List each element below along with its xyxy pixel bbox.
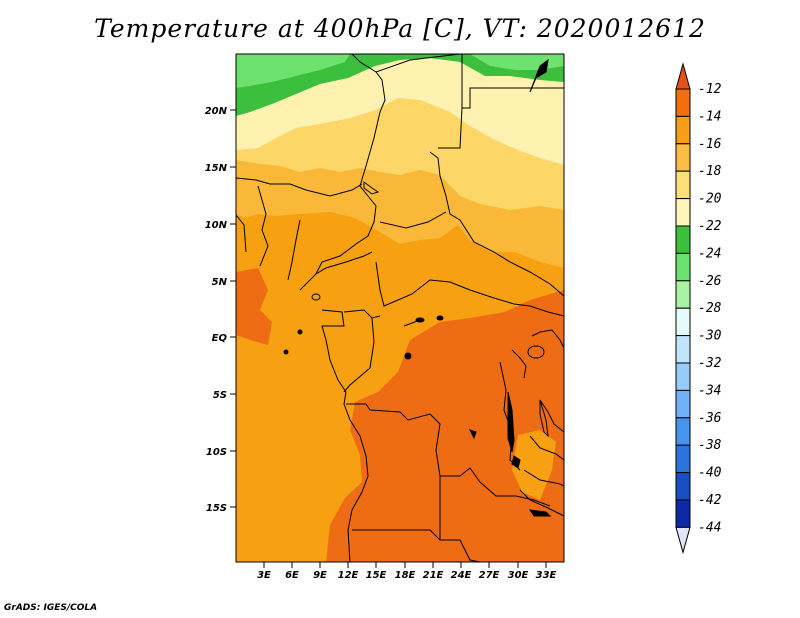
band-minus12-south bbox=[326, 290, 564, 562]
lakes bbox=[283, 58, 552, 517]
colorbar-label: -32 bbox=[698, 356, 722, 371]
lat-label-5n: 5N bbox=[212, 277, 228, 288]
band-minus12-west bbox=[236, 268, 272, 345]
colorbar-label: -22 bbox=[698, 219, 722, 234]
colorbar-swatch bbox=[675, 170, 691, 200]
colorbar-swatch bbox=[675, 499, 691, 528]
colorbar-label: -42 bbox=[698, 493, 722, 508]
colorbar-label: -40 bbox=[698, 466, 722, 481]
colorbar-swatch bbox=[675, 362, 691, 391]
lon-label-21e: 21E bbox=[423, 570, 444, 581]
colorbar-swatch bbox=[675, 417, 691, 446]
colorbar-label: -24 bbox=[698, 246, 721, 261]
colorbar-swatch bbox=[675, 198, 691, 227]
lon-label-15e: 15E bbox=[366, 570, 387, 581]
colorbar-swatch bbox=[675, 143, 691, 172]
lon-label-3e: 3E bbox=[257, 570, 271, 581]
lat-axis bbox=[230, 109, 236, 508]
lon-label-9e: 9E bbox=[313, 570, 327, 581]
lon-label-30e: 30E bbox=[508, 570, 529, 581]
lon-labels: 3E 6E 9E 12E 15E 18E 21E 24E 27E 30E 33E bbox=[257, 570, 556, 581]
colorbar-swatch bbox=[675, 389, 691, 419]
colorbar-swatch bbox=[675, 444, 691, 474]
lon-label-27e: 27E bbox=[479, 570, 500, 581]
colorbar-swatch bbox=[675, 88, 691, 117]
temperature-field bbox=[236, 54, 564, 562]
lon-label-33e: 33E bbox=[536, 570, 557, 581]
credit-text: GrADS: IGES/COLA bbox=[4, 603, 98, 613]
lon-label-12e: 12E bbox=[338, 570, 359, 581]
colorbar-label: -20 bbox=[698, 192, 722, 207]
colorbar-swatch bbox=[675, 472, 691, 501]
colorbar-label: -14 bbox=[698, 109, 721, 124]
colorbar-swatch bbox=[675, 252, 691, 282]
colorbar-swatch bbox=[675, 115, 691, 145]
chart-title: Temperature at 400hPa [C], VT: 202001261… bbox=[94, 14, 706, 43]
colorbar-swatch bbox=[675, 225, 691, 254]
lon-axis bbox=[263, 562, 547, 568]
colorbar-label: -28 bbox=[698, 301, 722, 316]
lon-label-24e: 24E bbox=[451, 570, 472, 581]
colorbar: -12 -14 -16 -18 -20 -22 -24 -26 -28 -30 -32 -34 -36 -… bbox=[675, 62, 722, 555]
colorbar-swatch-top bbox=[675, 62, 691, 90]
lat-label-15s: 15S bbox=[206, 503, 227, 514]
colorbar-label: -44 bbox=[698, 520, 721, 535]
lat-labels: 20N 15N 10N 5N EQ 5S 10S 15S bbox=[205, 106, 228, 514]
band-minus12-east-pocket bbox=[512, 430, 556, 500]
colorbar-swatch bbox=[675, 335, 691, 364]
colorbar-swatch bbox=[675, 307, 691, 337]
country-borders bbox=[235, 53, 565, 563]
colorbar-label: -34 bbox=[698, 383, 721, 398]
lat-label-10s: 10S bbox=[206, 447, 227, 458]
lon-label-18e: 18E bbox=[395, 570, 416, 581]
colorbar-swatch-bottom bbox=[675, 526, 691, 555]
map-frame bbox=[235, 53, 565, 563]
lat-label-eq: EQ bbox=[212, 333, 228, 344]
colorbar-label: -38 bbox=[698, 438, 722, 453]
lat-label-20n: 20N bbox=[205, 106, 228, 117]
colorbar-label: -12 bbox=[698, 82, 722, 97]
lon-label-6e: 6E bbox=[285, 570, 299, 581]
lat-label-15n: 15N bbox=[205, 163, 228, 174]
colorbar-label: -36 bbox=[698, 411, 722, 426]
colorbar-swatch bbox=[675, 280, 691, 309]
colorbar-label: -26 bbox=[698, 274, 722, 289]
colorbar-label: -16 bbox=[698, 137, 722, 152]
lat-label-5s: 5S bbox=[213, 390, 227, 401]
band-minus24 bbox=[236, 54, 350, 88]
colorbar-label: -18 bbox=[698, 164, 722, 179]
lat-label-10n: 10N bbox=[205, 220, 228, 231]
colorbar-label: -30 bbox=[698, 329, 722, 344]
